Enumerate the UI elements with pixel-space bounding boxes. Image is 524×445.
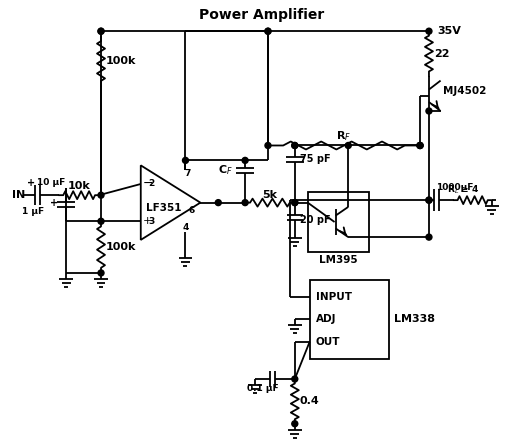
- Circle shape: [292, 142, 298, 149]
- Circle shape: [292, 376, 298, 382]
- Circle shape: [265, 142, 271, 149]
- Text: 0.4: 0.4: [300, 396, 320, 406]
- Text: 100k: 100k: [106, 56, 136, 66]
- Text: +: +: [27, 178, 36, 188]
- Text: INPUT: INPUT: [315, 292, 352, 302]
- Text: 10 μF: 10 μF: [37, 178, 66, 187]
- Circle shape: [417, 142, 423, 149]
- Text: 5k: 5k: [263, 190, 277, 200]
- Circle shape: [417, 142, 423, 149]
- Text: 6: 6: [189, 206, 195, 215]
- Circle shape: [98, 218, 104, 224]
- Text: OUT: OUT: [315, 337, 340, 347]
- Text: LM338: LM338: [394, 314, 435, 324]
- Circle shape: [215, 200, 221, 206]
- Circle shape: [426, 197, 432, 203]
- Text: 75 pF: 75 pF: [300, 154, 331, 164]
- Circle shape: [265, 28, 271, 34]
- Circle shape: [98, 28, 104, 34]
- Text: MJ4502: MJ4502: [443, 86, 487, 96]
- Text: +: +: [50, 198, 58, 208]
- Circle shape: [292, 142, 298, 149]
- Circle shape: [98, 192, 104, 198]
- Circle shape: [426, 108, 432, 114]
- Text: 4: 4: [182, 223, 189, 232]
- Text: LM395: LM395: [319, 255, 358, 265]
- Circle shape: [426, 197, 432, 203]
- Text: ADJ: ADJ: [315, 314, 336, 324]
- Circle shape: [292, 200, 298, 206]
- Text: 7: 7: [184, 169, 191, 178]
- Text: 10k: 10k: [68, 181, 91, 191]
- Circle shape: [417, 142, 423, 149]
- Text: 35V: 35V: [437, 26, 461, 36]
- Text: 0.1 μF: 0.1 μF: [247, 384, 279, 393]
- Text: 3: 3: [149, 217, 155, 226]
- Text: +: +: [143, 216, 152, 226]
- Text: 100k: 100k: [106, 242, 136, 252]
- Bar: [310, 279, 389, 359]
- Text: 22: 22: [434, 49, 450, 59]
- Text: IN: IN: [12, 190, 25, 200]
- Bar: [308, 192, 369, 252]
- Circle shape: [98, 270, 104, 276]
- Circle shape: [292, 421, 298, 427]
- Text: 20 pF: 20 pF: [300, 214, 331, 225]
- Circle shape: [242, 158, 248, 163]
- Text: Power Amplifier: Power Amplifier: [199, 8, 325, 22]
- Circle shape: [265, 28, 271, 34]
- Text: R$_F$: R$_F$: [336, 129, 352, 143]
- Circle shape: [242, 200, 248, 206]
- Text: 2: 2: [149, 179, 155, 189]
- Text: −: −: [143, 177, 153, 190]
- Circle shape: [182, 158, 189, 163]
- Circle shape: [426, 234, 432, 240]
- Circle shape: [426, 28, 432, 34]
- Text: 1000μF: 1000μF: [436, 183, 473, 192]
- Text: C$_F$: C$_F$: [219, 163, 233, 177]
- Circle shape: [292, 200, 298, 206]
- Text: LF351: LF351: [146, 202, 181, 213]
- Circle shape: [345, 142, 351, 149]
- Text: R$_L$ ≥ 4: R$_L$ ≥ 4: [447, 184, 480, 196]
- Text: 1 μF: 1 μF: [22, 207, 45, 216]
- Circle shape: [98, 28, 104, 34]
